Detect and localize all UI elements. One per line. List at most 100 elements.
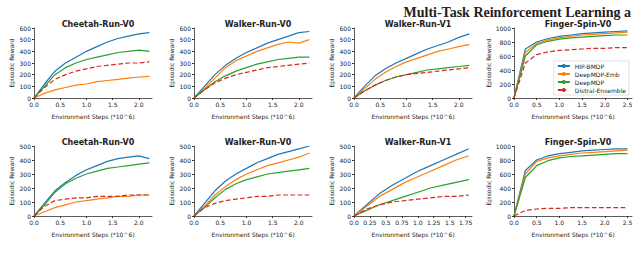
svg-text:1.0: 1.0 <box>555 219 565 226</box>
svg-text:1.5: 1.5 <box>577 219 587 226</box>
svg-text:100: 100 <box>20 199 32 206</box>
svg-text:2.0: 2.0 <box>294 219 304 226</box>
svg-text:300: 300 <box>20 60 32 67</box>
svg-text:Environment Steps (*10^6): Environment Steps (*10^6) <box>531 231 614 239</box>
svg-text:100: 100 <box>340 83 352 90</box>
svg-text:0.0: 0.0 <box>189 101 199 108</box>
svg-text:500: 500 <box>20 36 32 43</box>
svg-text:1.25: 1.25 <box>427 219 441 226</box>
svg-text:2.0: 2.0 <box>600 101 610 108</box>
svg-text:Episodic Reward: Episodic Reward <box>328 156 336 205</box>
svg-text:0.5: 0.5 <box>55 101 65 108</box>
svg-text:200: 200 <box>500 199 512 206</box>
svg-text:2.0: 2.0 <box>600 219 610 226</box>
svg-text:2.0: 2.0 <box>134 219 144 226</box>
svg-text:Episodic Reward: Episodic Reward <box>485 38 493 87</box>
svg-text:600: 600 <box>20 25 32 32</box>
svg-text:Environment Steps (*10^6): Environment Steps (*10^6) <box>371 113 454 121</box>
svg-text:400: 400 <box>180 157 192 164</box>
svg-text:Environment Steps (*10^6): Environment Steps (*10^6) <box>531 113 614 121</box>
svg-text:0.75: 0.75 <box>395 219 409 226</box>
svg-text:400: 400 <box>340 48 352 55</box>
svg-text:0.5: 0.5 <box>375 101 385 108</box>
svg-text:200: 200 <box>340 71 352 78</box>
svg-text:400: 400 <box>340 157 352 164</box>
svg-text:300: 300 <box>340 60 352 67</box>
svg-text:500: 500 <box>180 143 192 150</box>
svg-text:1.0: 1.0 <box>402 101 412 108</box>
svg-text:Walker-Run-V1: Walker-Run-V1 <box>385 20 452 29</box>
svg-text:2.5: 2.5 <box>623 219 633 226</box>
svg-text:400: 400 <box>500 67 512 74</box>
svg-text:0.5: 0.5 <box>532 219 542 226</box>
svg-text:Finger-Spin-V0: Finger-Spin-V0 <box>545 138 612 147</box>
svg-text:HIP-BMDP: HIP-BMDP <box>575 63 605 70</box>
svg-text:600: 600 <box>500 53 512 60</box>
svg-text:DeepMDP: DeepMDP <box>575 79 605 87</box>
svg-text:0.5: 0.5 <box>55 219 65 226</box>
svg-text:2.0: 2.0 <box>454 101 464 108</box>
svg-text:300: 300 <box>340 171 352 178</box>
svg-text:1000: 1000 <box>496 143 511 150</box>
svg-text:500: 500 <box>20 143 32 150</box>
svg-text:0.0: 0.0 <box>189 219 199 226</box>
svg-text:Finger-Spin-V0: Finger-Spin-V0 <box>545 20 612 29</box>
svg-text:Episodic Reward: Episodic Reward <box>168 38 176 87</box>
svg-text:1.5: 1.5 <box>268 219 278 226</box>
svg-text:600: 600 <box>180 25 192 32</box>
svg-text:100: 100 <box>20 83 32 90</box>
svg-text:0.0: 0.0 <box>29 219 39 226</box>
svg-text:1.5: 1.5 <box>577 101 587 108</box>
svg-text:Cheetah-Run-V0: Cheetah-Run-V0 <box>62 20 135 29</box>
svg-text:400: 400 <box>500 185 512 192</box>
svg-text:Episodic Reward: Episodic Reward <box>8 38 16 87</box>
svg-text:0.5: 0.5 <box>215 219 225 226</box>
svg-text:1.5: 1.5 <box>108 101 118 108</box>
svg-text:Environment Steps (*10^6): Environment Steps (*10^6) <box>211 113 294 121</box>
svg-text:Environment Steps (*10^6): Environment Steps (*10^6) <box>51 231 134 239</box>
svg-text:2.0: 2.0 <box>294 101 304 108</box>
svg-text:200: 200 <box>180 185 192 192</box>
svg-text:0.0: 0.0 <box>349 219 359 226</box>
svg-text:400: 400 <box>20 48 32 55</box>
svg-text:Environment Steps (*10^6): Environment Steps (*10^6) <box>51 113 134 121</box>
svg-text:1.0: 1.0 <box>82 101 92 108</box>
svg-text:2.0: 2.0 <box>134 101 144 108</box>
svg-text:Episodic Reward: Episodic Reward <box>485 156 493 205</box>
svg-text:1.0: 1.0 <box>413 219 423 226</box>
svg-text:1.0: 1.0 <box>242 101 252 108</box>
svg-text:1.5: 1.5 <box>268 101 278 108</box>
svg-text:1.0: 1.0 <box>242 219 252 226</box>
svg-text:400: 400 <box>20 157 32 164</box>
svg-text:0.0: 0.0 <box>349 101 359 108</box>
svg-text:0.25: 0.25 <box>363 219 377 226</box>
svg-text:Episodic Reward: Episodic Reward <box>328 38 336 87</box>
svg-text:1.5: 1.5 <box>108 219 118 226</box>
svg-text:300: 300 <box>180 171 192 178</box>
svg-text:Multi-Task Reinforcement Learn: Multi-Task Reinforcement Learning a <box>404 5 632 20</box>
svg-text:Walker-Run-V1: Walker-Run-V1 <box>385 138 452 147</box>
svg-text:Walker-Run-V0: Walker-Run-V0 <box>225 138 292 147</box>
svg-text:1.0: 1.0 <box>82 219 92 226</box>
svg-text:Environment Steps (*10^6): Environment Steps (*10^6) <box>211 231 294 239</box>
svg-text:100: 100 <box>180 83 192 90</box>
svg-text:200: 200 <box>20 185 32 192</box>
svg-text:500: 500 <box>340 36 352 43</box>
svg-text:0.5: 0.5 <box>532 101 542 108</box>
svg-text:300: 300 <box>180 60 192 67</box>
svg-text:Environment Steps (*10^6): Environment Steps (*10^6) <box>371 231 454 239</box>
svg-text:0.5: 0.5 <box>381 219 391 226</box>
svg-text:2.5: 2.5 <box>623 101 633 108</box>
svg-text:1.75: 1.75 <box>459 219 473 226</box>
svg-text:100: 100 <box>340 199 352 206</box>
svg-text:800: 800 <box>500 39 512 46</box>
svg-text:DeepMDP-Emb: DeepMDP-Emb <box>575 71 620 79</box>
svg-text:600: 600 <box>340 25 352 32</box>
svg-text:500: 500 <box>180 36 192 43</box>
svg-text:800: 800 <box>500 157 512 164</box>
svg-text:1.5: 1.5 <box>445 219 455 226</box>
svg-text:1.0: 1.0 <box>555 101 565 108</box>
svg-text:200: 200 <box>340 185 352 192</box>
svg-text:Episodic Reward: Episodic Reward <box>8 156 16 205</box>
svg-text:600: 600 <box>500 171 512 178</box>
